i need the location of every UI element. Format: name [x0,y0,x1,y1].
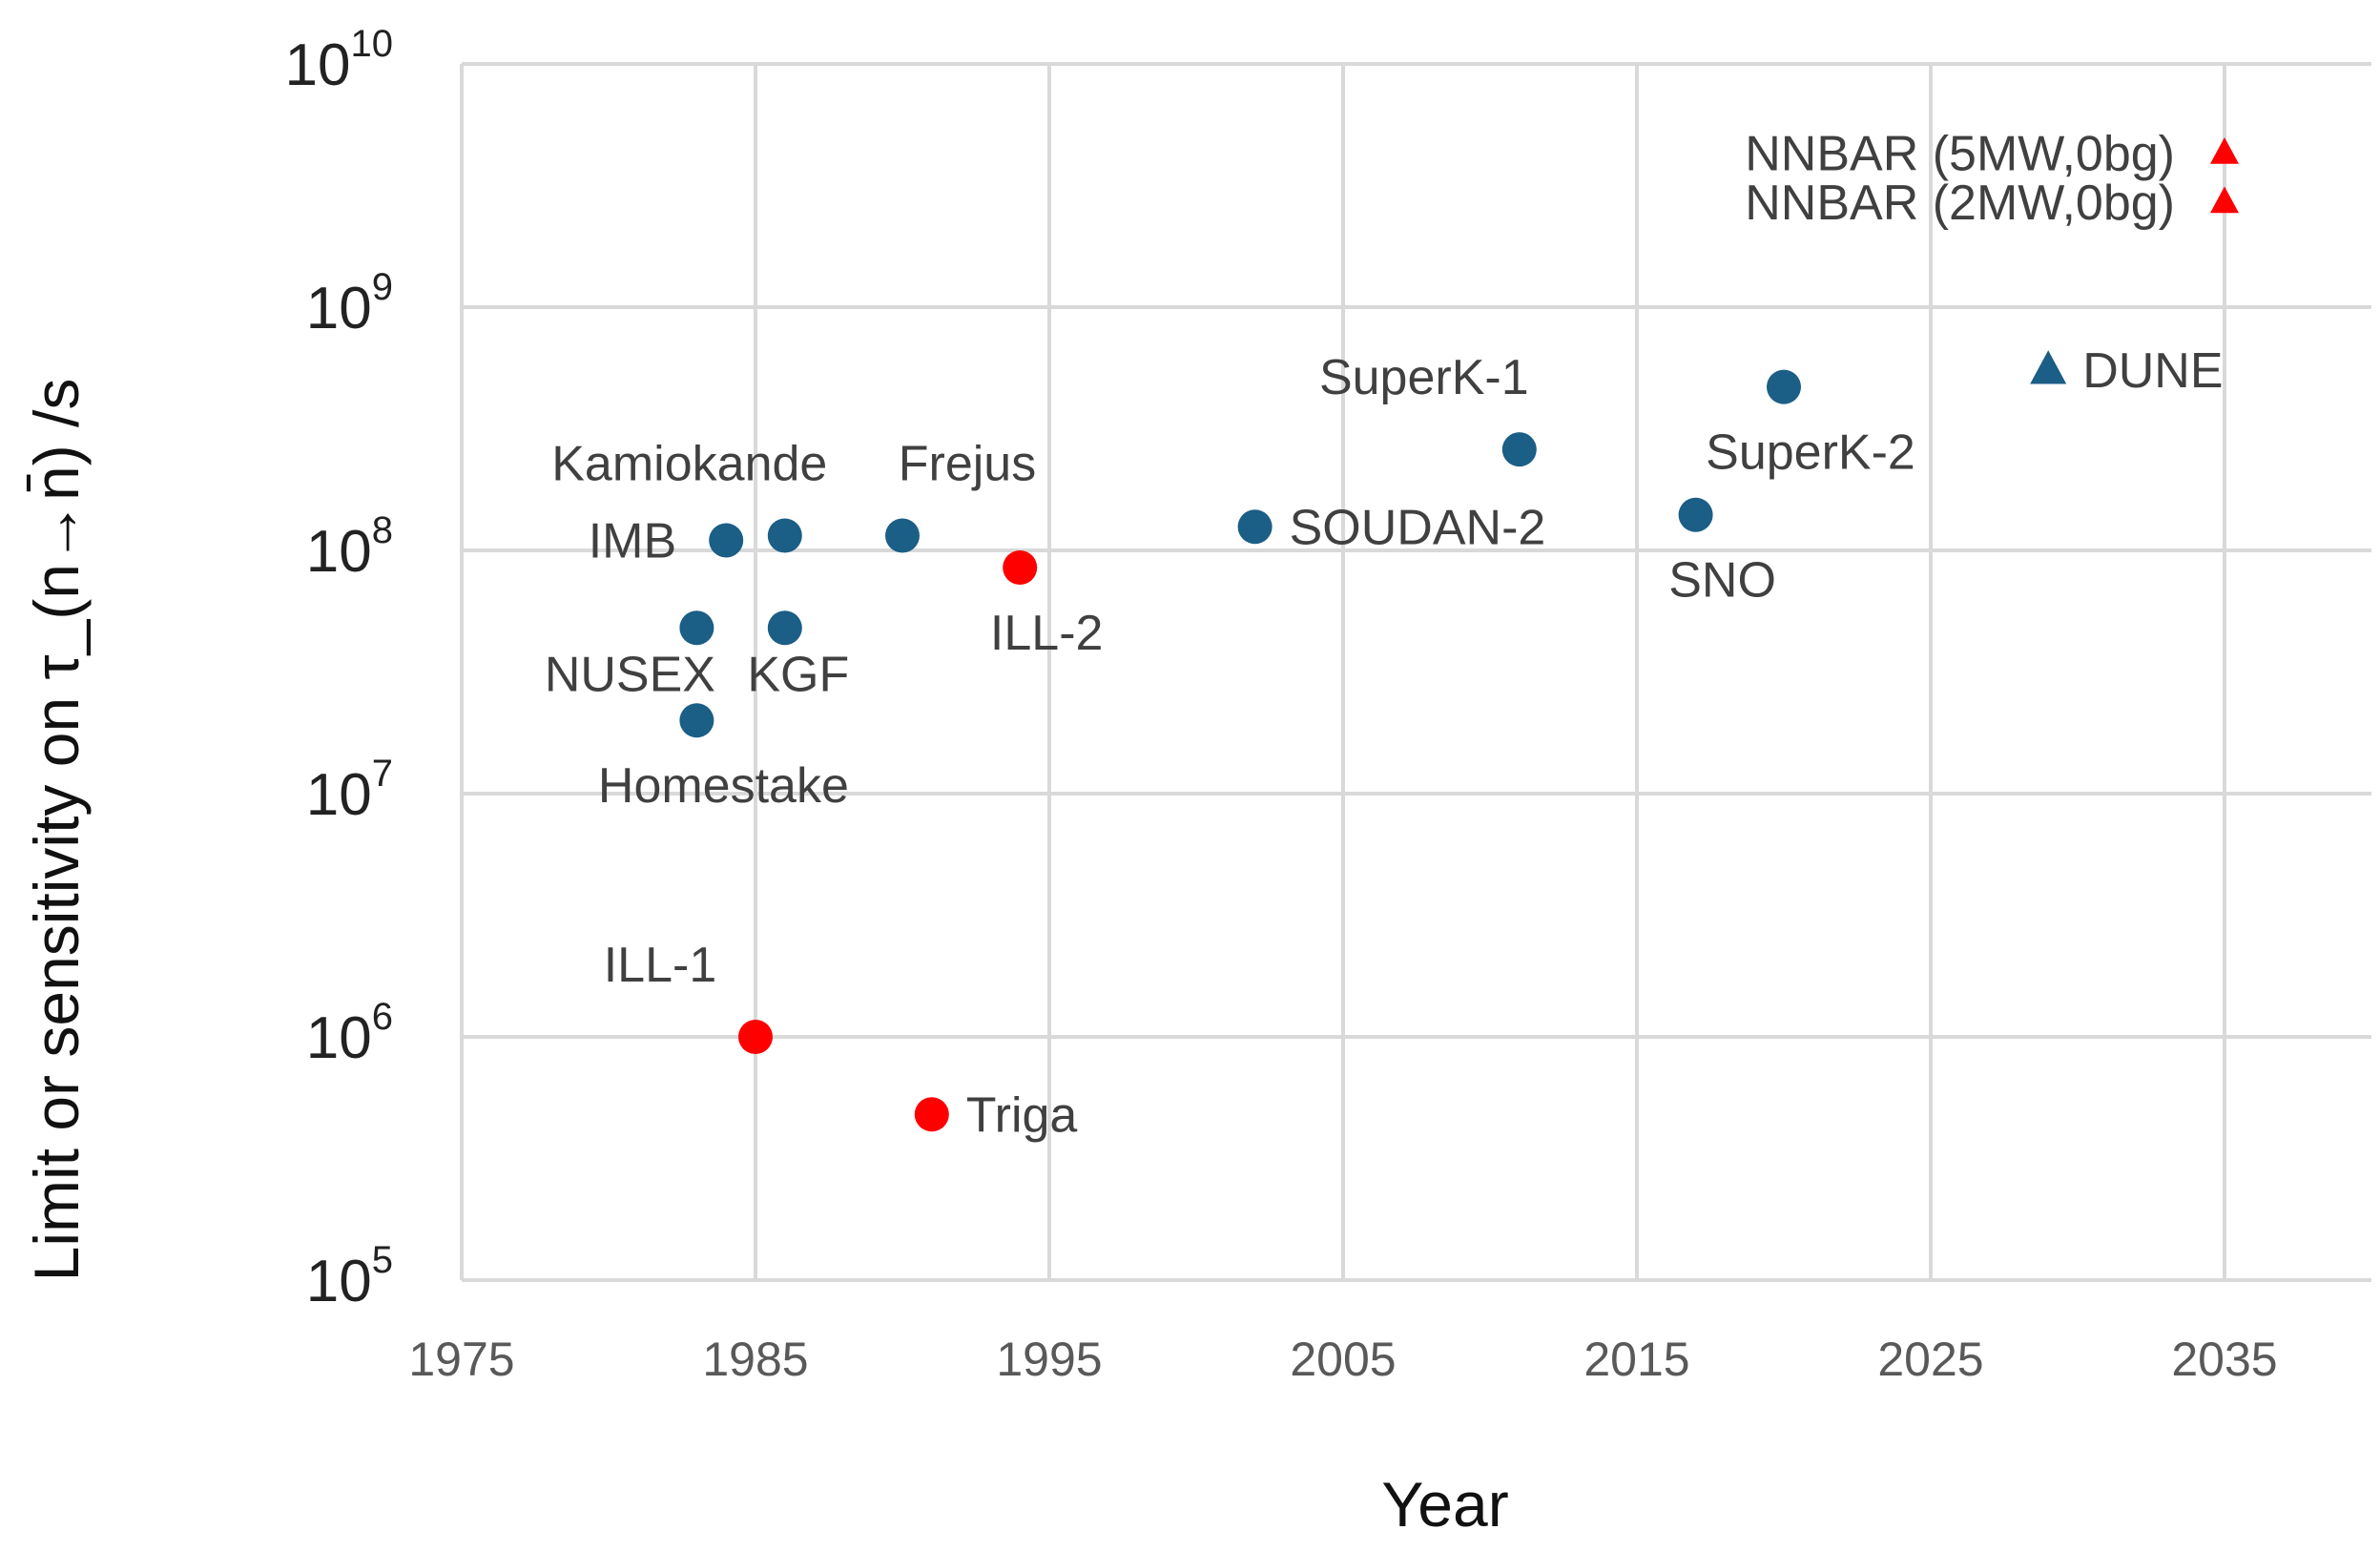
point-frejus [885,518,920,553]
y-axis-title: Limit or sensitivity on τ_(n→n̄) /s [21,379,92,1282]
point-kamiokande [767,518,802,553]
point-soudan-2 [1237,509,1273,545]
point-labels: Kamiokande IMB Frejus NUSEX KGF Homestake SOUD… [545,126,2224,1143]
x-tick-label: 2035 [2171,1333,2277,1386]
label-triga: Triga [966,1087,1078,1143]
point-triga [914,1097,949,1132]
point-homestake [679,703,714,738]
y-tick-label: 105 [306,1239,393,1314]
x-tick-label: 2005 [1290,1333,1396,1386]
label-imb: IMB [589,513,676,569]
x-tick-labels: 1975 1985 1995 2005 2015 2025 2035 [408,1333,2277,1386]
point-ill-1 [738,1020,773,1054]
label-dune: DUNE [2082,343,2223,399]
label-sno: SNO [1668,553,1776,609]
axes [460,64,2371,1282]
point-kgf [767,610,802,646]
label-kamiokande: Kamiokande [551,437,827,492]
data-points [679,136,2239,1132]
x-tick-label: 1975 [408,1333,514,1386]
label-ill-1: ILL-1 [604,938,717,993]
point-superk-2 [1767,369,1801,404]
label-kgf: KGF [747,647,849,702]
x-tick-label: 1995 [996,1333,1102,1386]
point-sno [1678,497,1713,532]
point-imb [709,523,744,558]
x-tick-label: 2015 [1583,1333,1689,1386]
y-tick-label: 1010 [285,23,393,98]
label-nnbar-2mw-0bg: NNBAR (2MW,0bg) [1745,176,2175,231]
label-frejus: Frejus [899,437,1036,492]
label-nusex: NUSEX [545,647,715,702]
x-axis-title: Year [1381,1469,1508,1540]
y-tick-labels: 105 106 107 108 109 1010 [285,23,393,1314]
label-ill-2: ILL-2 [990,606,1104,661]
x-tick-label: 2025 [1877,1333,1983,1386]
point-nusex [679,610,714,646]
point-dune [2030,350,2067,384]
point-nnbar-5mw-0bg [2210,136,2239,164]
point-nnbar-2mw-0bg [2210,186,2239,214]
y-tick-label: 106 [306,996,393,1071]
label-soudan-2: SOUDAN-2 [1290,500,1546,555]
y-tick-label: 109 [306,266,393,341]
label-homestake: Homestake [598,758,849,814]
point-ill-2 [1003,549,1038,585]
x-tick-label: 1985 [702,1333,808,1386]
label-nnbar-5mw-0bg: NNBAR (5MW,0bg) [1745,126,2175,181]
label-superk-2: SuperK-2 [1706,425,1915,481]
label-superk-1: SuperK-1 [1319,350,1529,405]
y-tick-label: 107 [306,753,393,828]
y-tick-label: 108 [306,509,393,585]
point-superk-1 [1501,432,1537,467]
